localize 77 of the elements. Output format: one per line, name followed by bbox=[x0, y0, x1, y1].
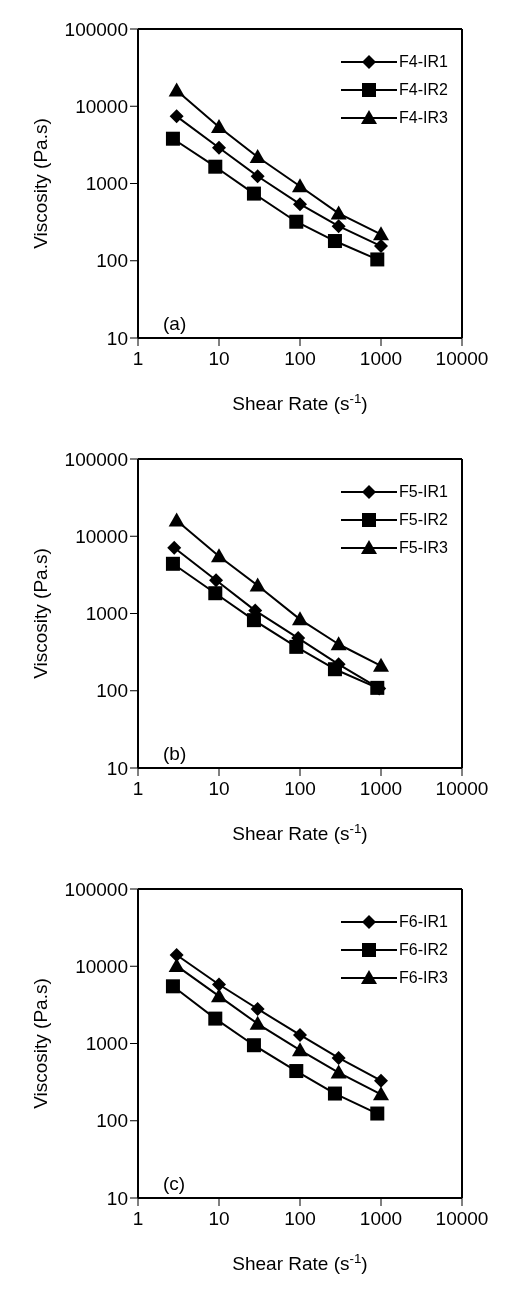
x-tick-label: 100 bbox=[284, 1208, 316, 1230]
y-tick-label: 100000 bbox=[64, 18, 128, 40]
x-tick-label: 1000 bbox=[359, 778, 403, 800]
y-axis-title: Viscosity (Pa.s) bbox=[29, 548, 51, 679]
point bbox=[208, 159, 223, 174]
point bbox=[374, 1073, 388, 1088]
y-tick-label: 10000 bbox=[75, 955, 128, 977]
point bbox=[289, 639, 304, 654]
x-tick-label: 10 bbox=[208, 348, 230, 370]
point bbox=[208, 586, 223, 601]
x-tick-label: 100 bbox=[284, 778, 316, 800]
point bbox=[331, 219, 346, 234]
y-axis-title: Viscosity (Pa.s) bbox=[29, 118, 51, 249]
annotation: (a) bbox=[163, 313, 187, 335]
x-tick-label: 10000 bbox=[435, 348, 489, 370]
y-tick-label: 1000 bbox=[85, 1033, 128, 1055]
point bbox=[373, 657, 389, 672]
point bbox=[250, 1001, 265, 1016]
y-tick-label: 10 bbox=[106, 327, 128, 349]
y-axis-title: Viscosity (Pa.s) bbox=[29, 978, 51, 1109]
point bbox=[373, 1086, 389, 1101]
x-tick-label: 10000 bbox=[435, 778, 489, 800]
point bbox=[330, 205, 347, 220]
x-axis-title: Shear Rate (s$^{-1}$) bbox=[232, 820, 368, 844]
legend-label: F6-IR2 bbox=[399, 941, 448, 959]
point bbox=[292, 178, 308, 193]
x-tick-label: 10 bbox=[208, 1208, 230, 1230]
annotation: (b) bbox=[163, 743, 187, 765]
point bbox=[209, 573, 224, 588]
legend-label: F5-IR3 bbox=[399, 539, 448, 557]
y-tick-label: 10 bbox=[106, 1187, 128, 1209]
point bbox=[250, 169, 265, 184]
y-tick-label: 10000 bbox=[75, 525, 128, 547]
point bbox=[330, 1064, 347, 1079]
point bbox=[168, 512, 185, 527]
x-axis-title: Shear Rate (s$^{-1}$) bbox=[232, 390, 368, 414]
point bbox=[208, 1011, 223, 1026]
legend-label: F4-IR2 bbox=[399, 81, 448, 99]
point bbox=[374, 239, 388, 254]
point bbox=[331, 1050, 346, 1065]
y-tick-label: 10000 bbox=[75, 96, 128, 117]
point bbox=[330, 636, 347, 651]
point bbox=[249, 577, 266, 592]
x-axis-title: Shear Rate (s$^{-1}$) bbox=[232, 1250, 368, 1274]
legend-label: F4-IR3 bbox=[399, 109, 448, 127]
x-tick-label: 100 bbox=[284, 348, 316, 370]
y-tick-label: 1000 bbox=[85, 173, 128, 195]
legend-label: F4-IR1 bbox=[399, 53, 448, 71]
point bbox=[249, 149, 266, 164]
point bbox=[292, 1042, 308, 1057]
legend-label: F6-IR3 bbox=[399, 969, 448, 987]
x-tick-label: 1 bbox=[132, 1208, 144, 1230]
x-tick-label: 10000 bbox=[435, 1208, 489, 1230]
y-tick-label: 100 bbox=[96, 250, 128, 272]
y-tick-label: 10 bbox=[106, 757, 128, 779]
point bbox=[293, 1027, 307, 1042]
legend-label: F6-IR1 bbox=[399, 913, 448, 931]
x-tick-label: 10 bbox=[208, 778, 230, 800]
x-tick-label: 1000 bbox=[359, 1208, 403, 1230]
y-tick-label: 100 bbox=[96, 1110, 128, 1132]
annotation: (c) bbox=[163, 1173, 186, 1195]
legend-label: F5-IR1 bbox=[399, 483, 448, 501]
y-tick-label: 100 bbox=[96, 680, 128, 702]
x-tick-label: 1000 bbox=[359, 348, 403, 370]
point bbox=[293, 197, 307, 212]
x-tick-label: 1 bbox=[132, 348, 144, 370]
y-tick-label: 1000 bbox=[85, 603, 128, 625]
legend-label: F5-IR2 bbox=[399, 511, 448, 529]
point bbox=[169, 947, 184, 962]
x-tick-label: 1 bbox=[132, 778, 144, 800]
y-tick-label: 100000 bbox=[64, 878, 128, 900]
point bbox=[249, 1015, 266, 1030]
y-tick-label: 100000 bbox=[64, 448, 128, 470]
point bbox=[168, 82, 185, 97]
point bbox=[167, 540, 182, 555]
point bbox=[169, 109, 184, 124]
point bbox=[373, 226, 389, 241]
